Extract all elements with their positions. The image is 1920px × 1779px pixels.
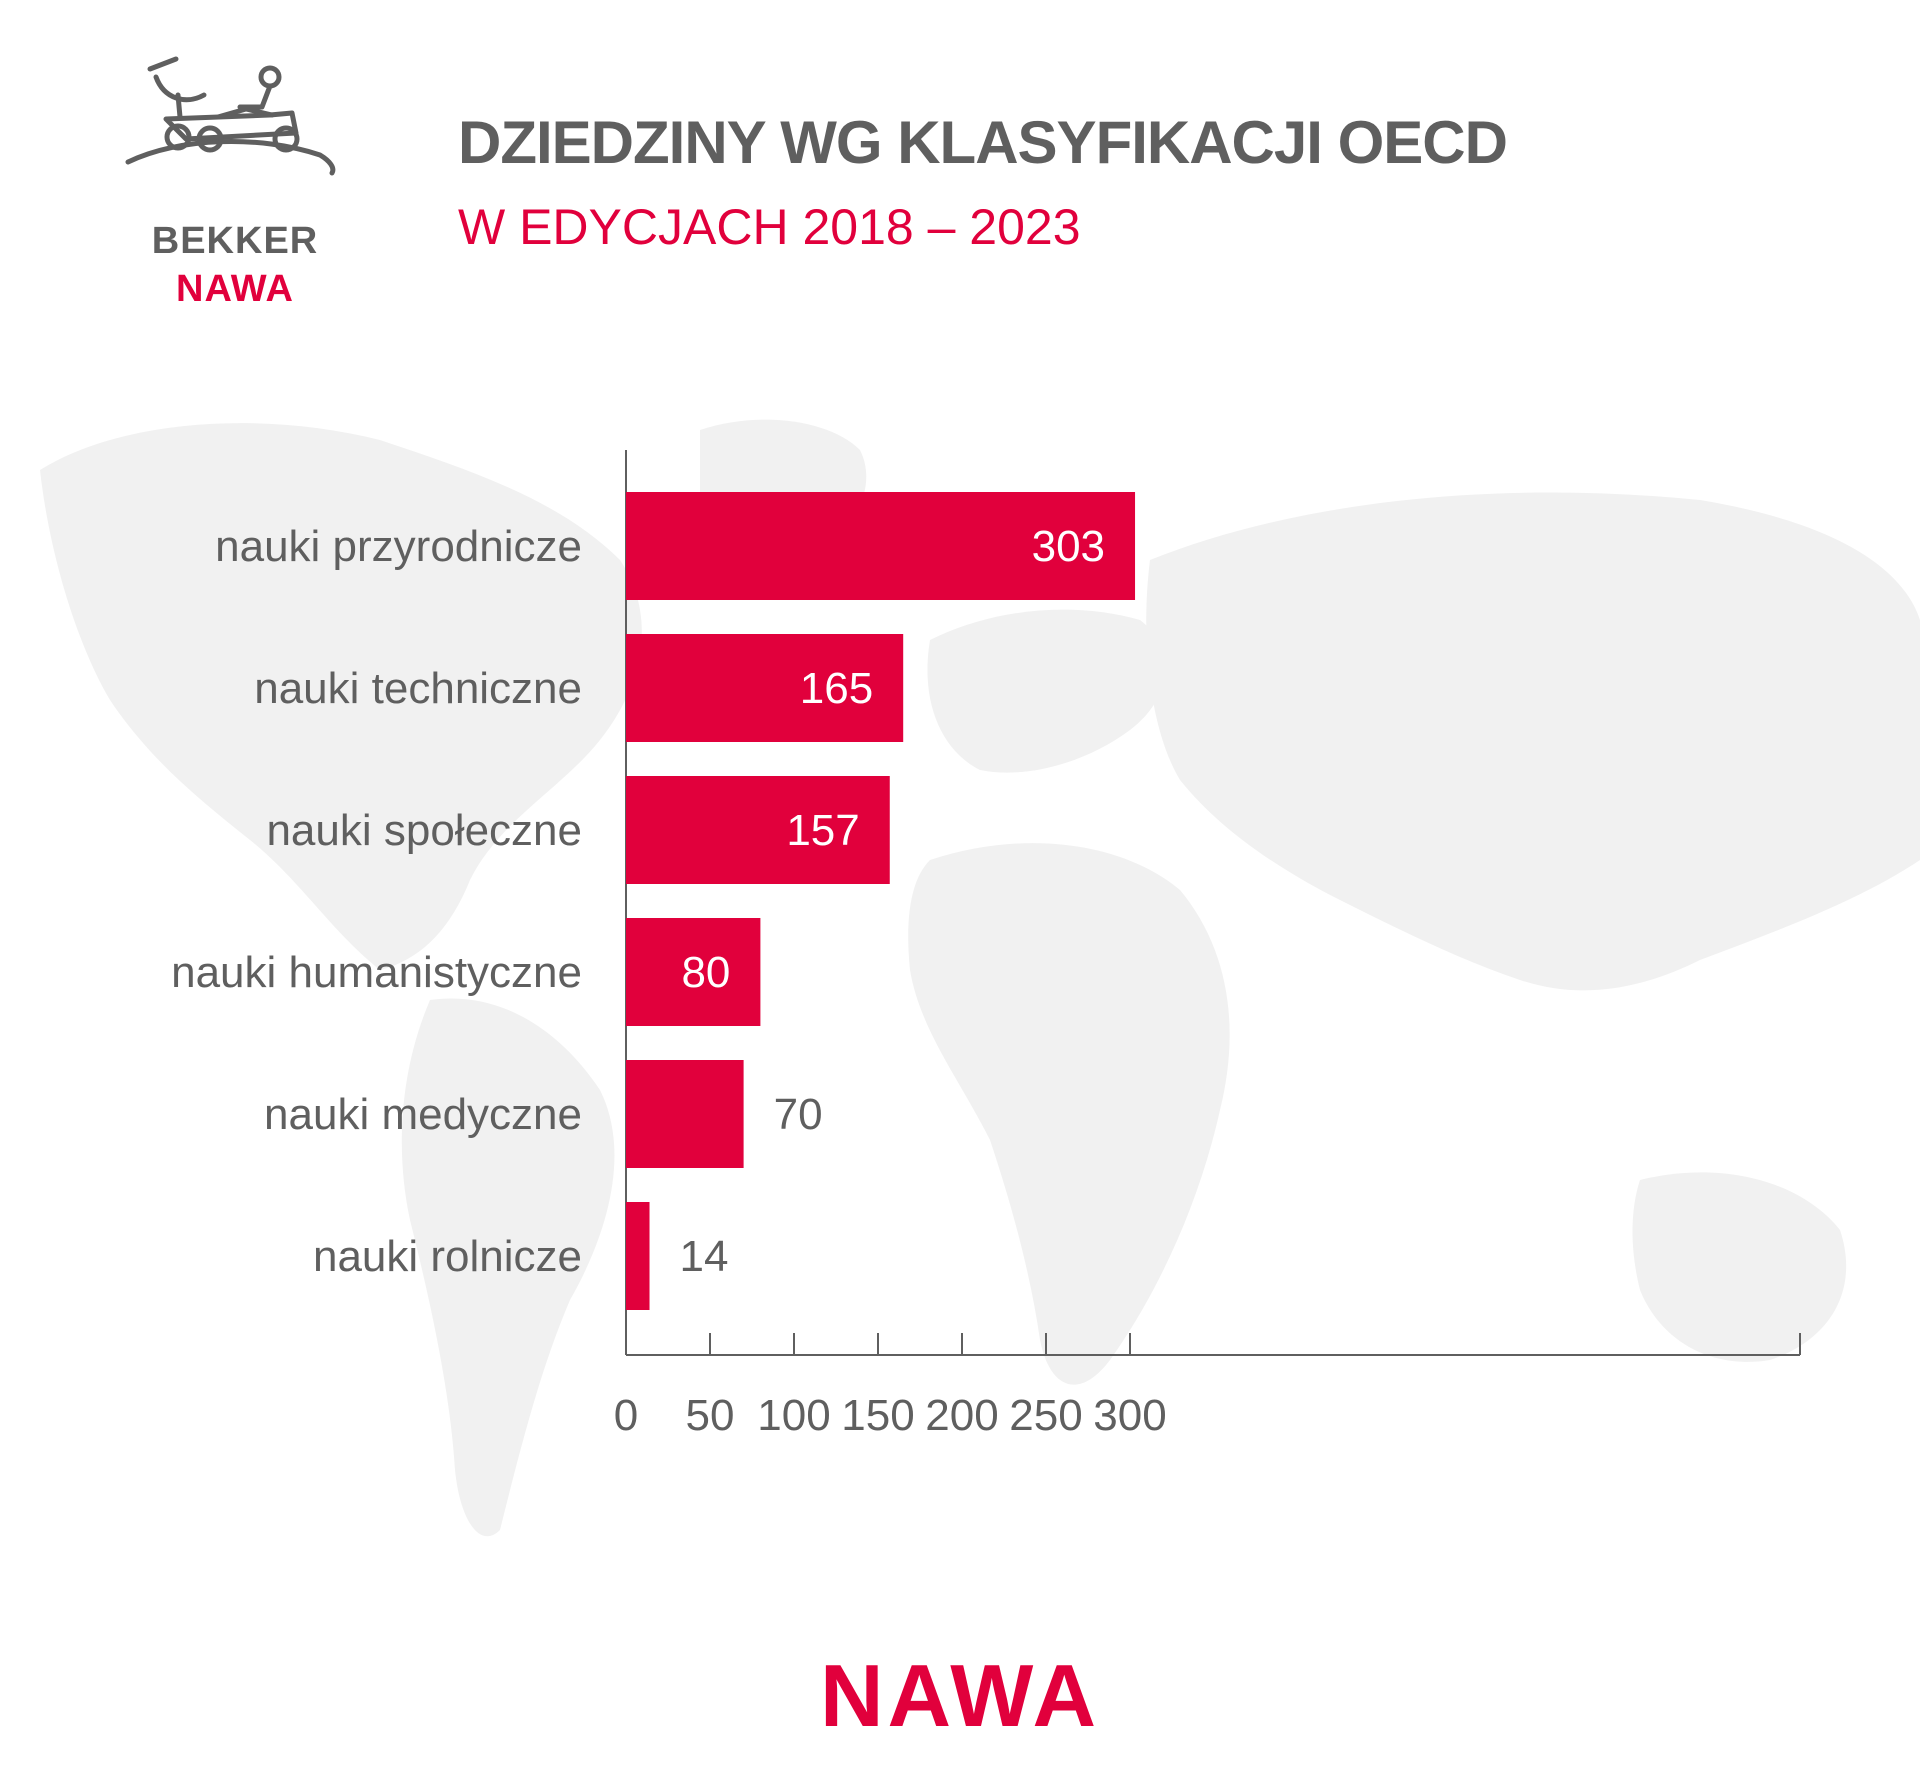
- value-label-0: 303: [1032, 522, 1105, 571]
- bar-0: [626, 492, 1136, 600]
- category-label-4: nauki medyczne: [264, 1090, 582, 1139]
- plot-area: 0 50 100 150 200 250 300 nauki przyrodnicze 303 n…: [171, 450, 1801, 1440]
- bar-1: [626, 634, 904, 742]
- bekker-logo: BEKKER NAWA: [120, 55, 340, 310]
- logo-text-nawa: NAWA: [176, 268, 294, 310]
- nawa-brand-logo: NAWA: [820, 1646, 1100, 1745]
- x-tick-label-150: 150: [841, 1391, 914, 1440]
- page-subtitle: W EDYCJACH 2018 – 2023: [458, 199, 1081, 255]
- rover-with-antenna-icon: [125, 56, 336, 176]
- map-europe: [927, 609, 1166, 773]
- page-title: DZIEDZINY WG KLASYFIKACJI OECD: [458, 109, 1508, 176]
- x-tick-label-200: 200: [925, 1391, 998, 1440]
- x-tick-label-50: 50: [686, 1391, 735, 1440]
- x-tick-label-0: 0: [614, 1391, 638, 1440]
- value-label-3: 80: [681, 948, 730, 997]
- bar-5: [626, 1202, 650, 1310]
- x-tick-label-250: 250: [1009, 1391, 1082, 1440]
- category-label-5: nauki rolnicze: [313, 1232, 582, 1281]
- logo-text-bekker: BEKKER: [151, 220, 319, 262]
- map-north-america: [40, 423, 642, 970]
- category-label-3: nauki humanistyczne: [171, 948, 582, 997]
- bar-2: [626, 776, 890, 884]
- x-tick-label-100: 100: [757, 1391, 830, 1440]
- bar-4: [626, 1060, 744, 1168]
- value-label-5: 14: [680, 1232, 729, 1281]
- category-label-1: nauki techniczne: [254, 664, 582, 713]
- map-africa: [908, 843, 1230, 1385]
- value-label-2: 157: [786, 806, 859, 855]
- map-asia: [1146, 492, 1920, 991]
- category-label-0: nauki przyrodnicze: [215, 522, 582, 571]
- map-australia: [1632, 1172, 1847, 1362]
- bar-3: [626, 918, 761, 1026]
- map-south-america: [401, 998, 615, 1537]
- x-tick-label-300: 300: [1093, 1391, 1166, 1440]
- value-label-4: 70: [774, 1090, 823, 1139]
- value-label-1: 165: [800, 664, 873, 713]
- category-label-2: nauki społeczne: [266, 806, 582, 855]
